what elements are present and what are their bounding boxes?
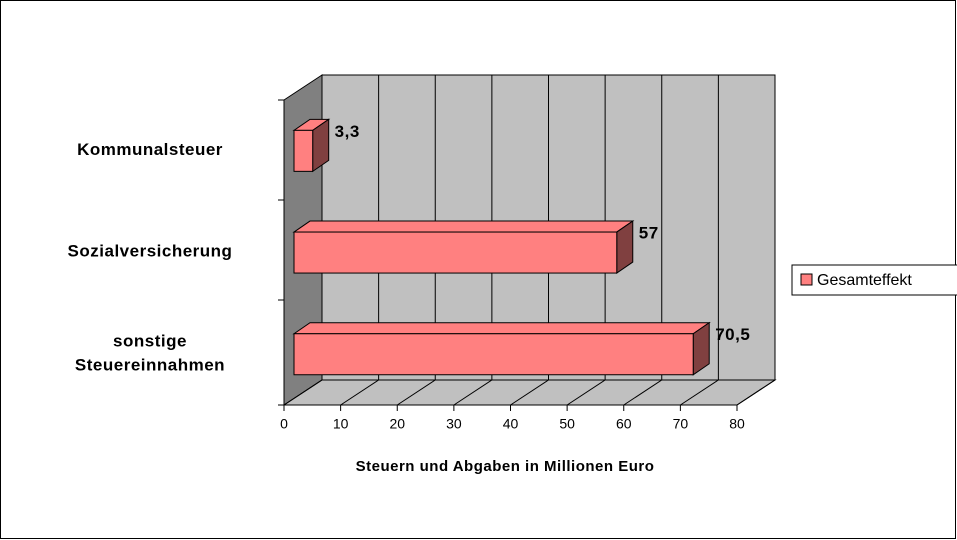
data-label: 3,3 — [335, 122, 360, 141]
x-tick-label: 80 — [729, 416, 745, 432]
y-tick-label: Kommunalsteuer — [77, 140, 223, 159]
legend-swatch — [800, 273, 813, 286]
floor-grid-line — [510, 379, 549, 406]
x-tick-label: 30 — [446, 416, 462, 432]
floor-grid-line — [566, 379, 606, 406]
x-tick-label: 20 — [389, 416, 405, 432]
bar-top — [292, 220, 635, 233]
x-tick-label: 10 — [333, 416, 349, 432]
x-tick-label: 40 — [503, 416, 519, 432]
y-tick-label: Sozialversicherung — [68, 242, 233, 261]
floor-grid-line — [736, 379, 776, 406]
x-tick-label: 0 — [280, 416, 288, 432]
x-tick-label: 50 — [559, 416, 575, 432]
legend-label: Gesamteffekt — [817, 272, 912, 289]
bar — [293, 333, 694, 376]
floor-grid-line — [396, 379, 436, 406]
data-label: 57 — [639, 224, 659, 243]
y-tick-label: sonstige Steuereinnahmen — [75, 332, 225, 375]
bar — [293, 129, 314, 172]
floor-grid-line — [283, 379, 323, 406]
x-tick-label: 70 — [673, 416, 689, 432]
x-tick-label: 60 — [616, 416, 632, 432]
legend-box — [791, 264, 957, 296]
bar-top — [292, 322, 711, 335]
bar — [293, 231, 618, 274]
x-axis-label: Steuern und Abgaben in Millionen Euro — [356, 458, 655, 475]
floor-grid-line — [680, 379, 719, 406]
data-label: 70,5 — [715, 325, 750, 344]
floor-grid-line — [453, 379, 493, 406]
floor-grid-line — [623, 379, 663, 406]
floor-grid-line — [340, 379, 379, 406]
